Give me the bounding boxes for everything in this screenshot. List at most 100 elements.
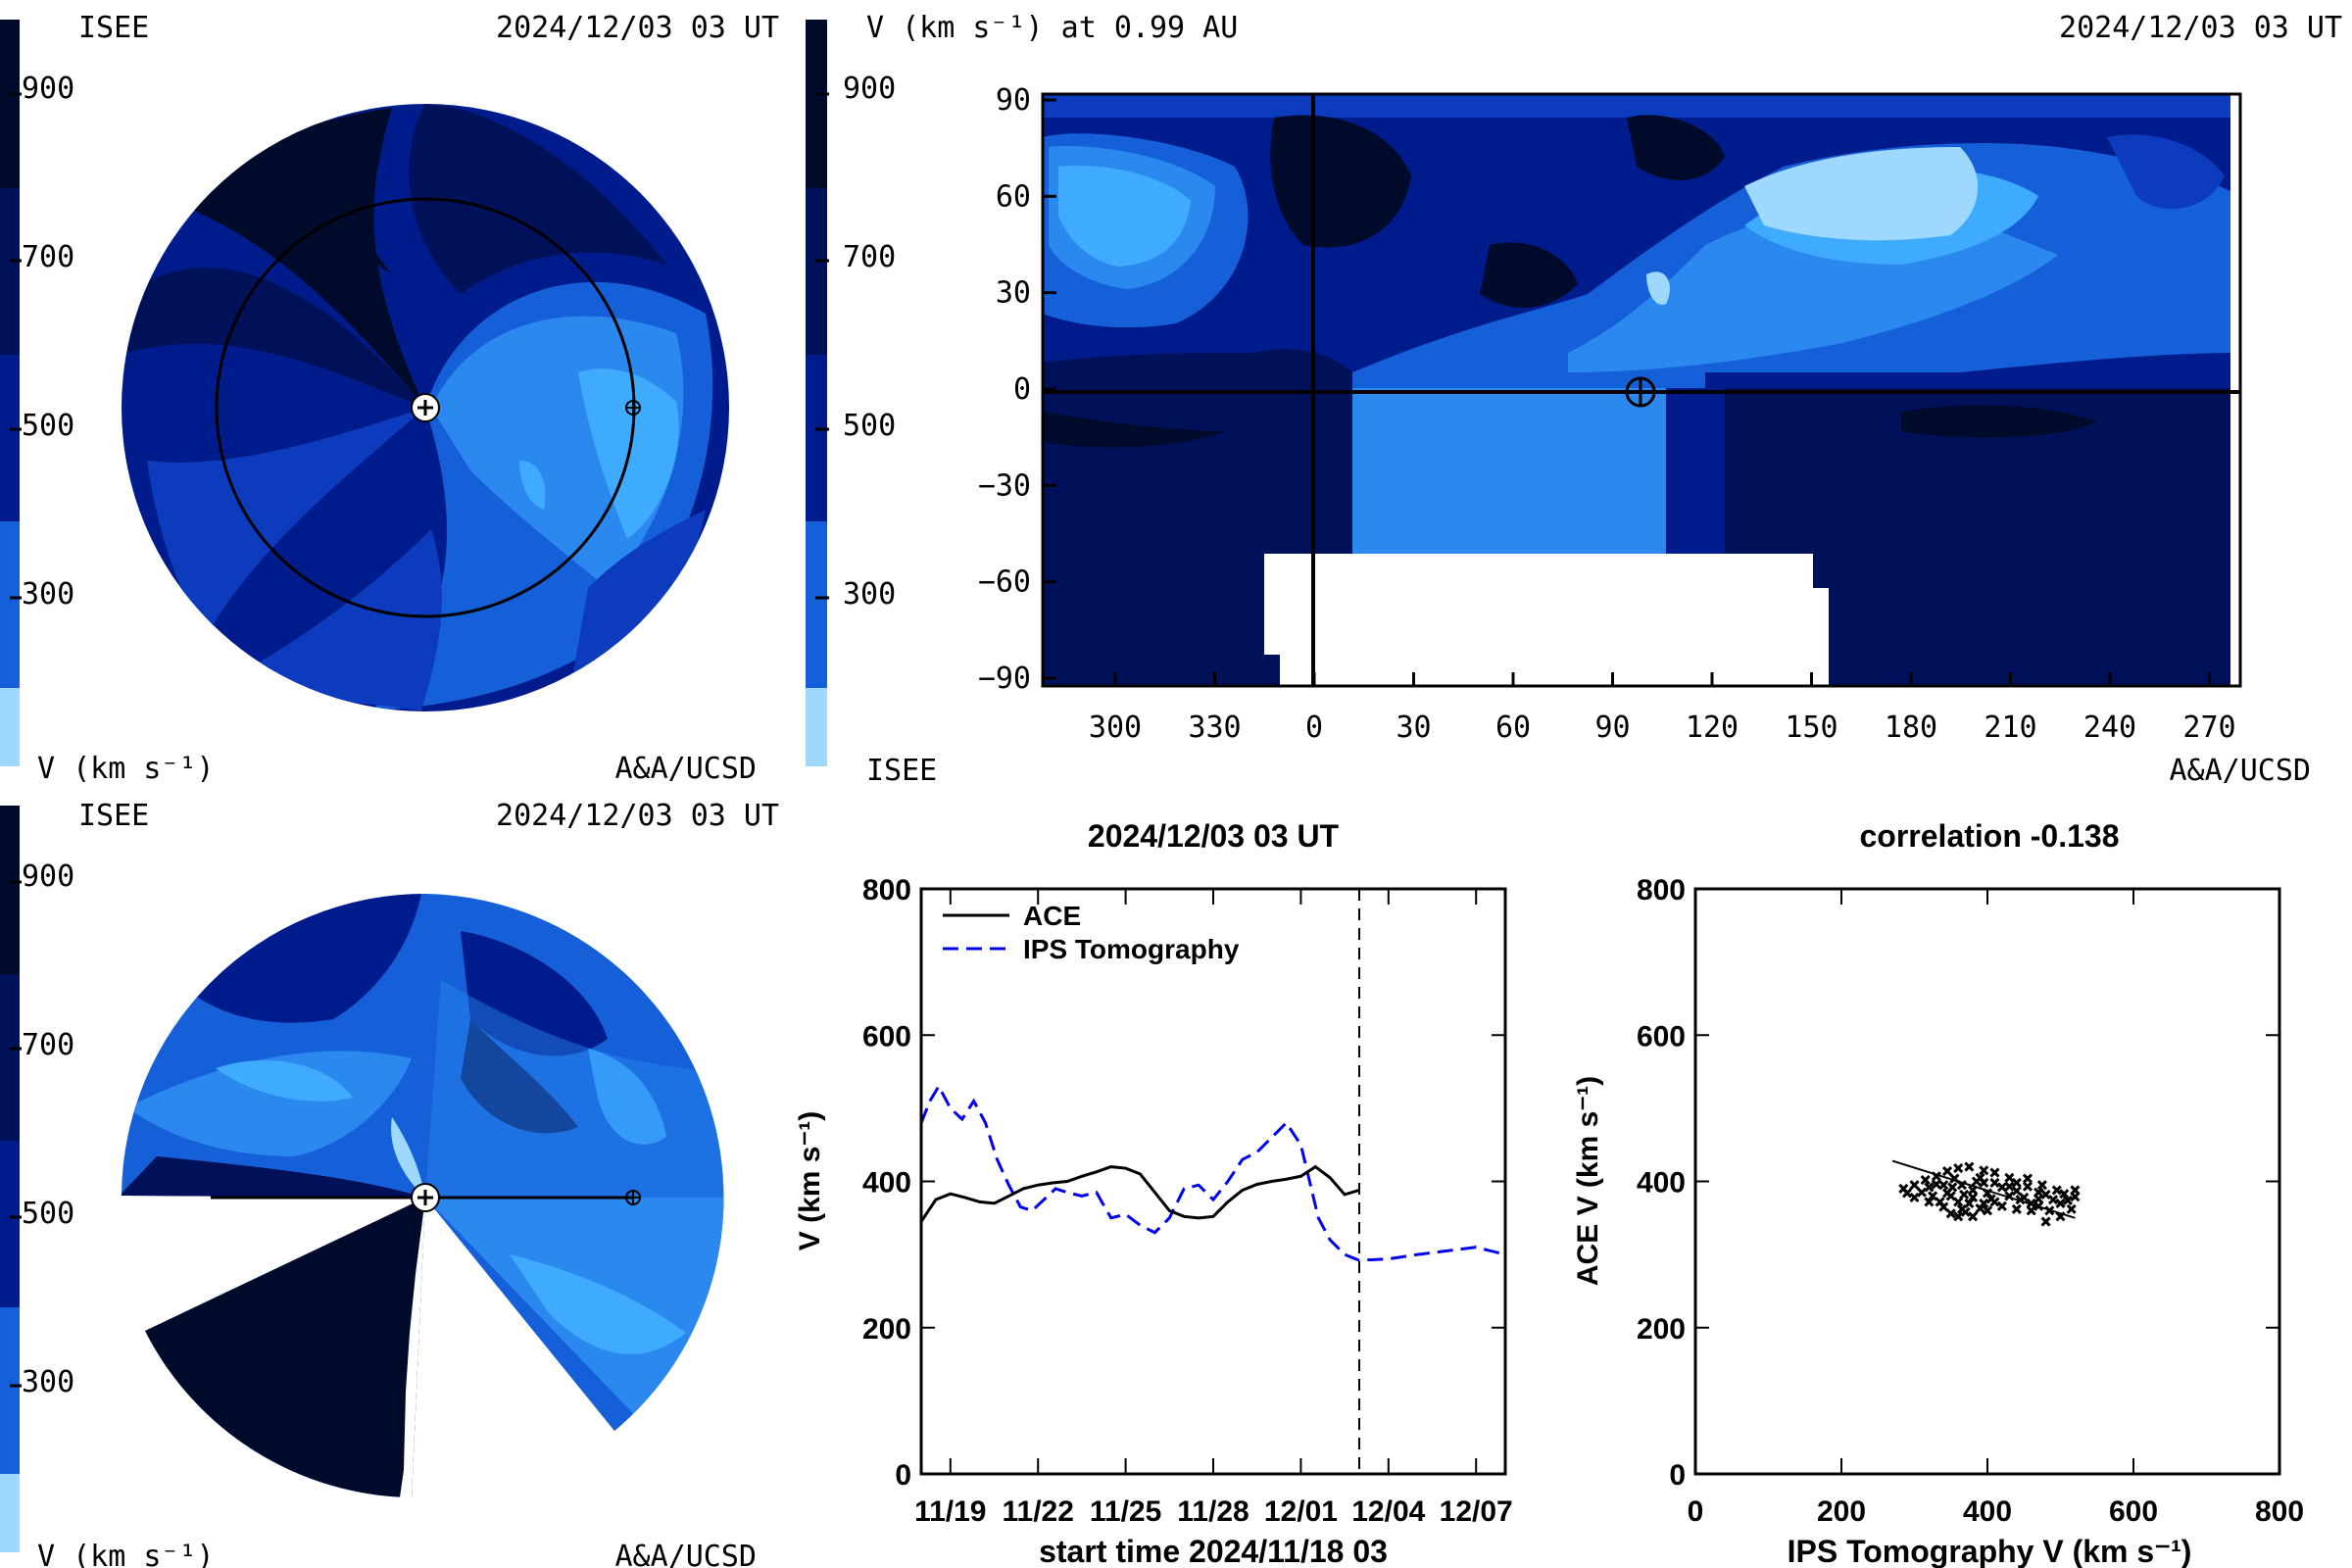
- colorbar-left-top: 900 700 500 300: [0, 20, 74, 766]
- scatter-x-axis: 0 200 400 600 800: [1688, 889, 2304, 1528]
- speed-map-ecliptic: [122, 104, 729, 711]
- map-xtick-label: 240: [2083, 710, 2136, 745]
- scatter-point: [2047, 1195, 2059, 1205]
- sc-ytick-label: 0: [1669, 1459, 1686, 1492]
- map-xtick-label: 90: [1594, 710, 1630, 745]
- scatter-point: [1989, 1197, 2000, 1207]
- scatter-point: [2059, 1189, 2070, 1200]
- map-ytick-label: 60: [996, 179, 1031, 214]
- map-credit: A&A/UCSD: [2170, 754, 2312, 788]
- panel-ecliptic-top: 900 700 500 300 ISEE 2024/12/03 03 UT V …: [0, 11, 779, 786]
- ts-ytick-label: 800: [862, 874, 911, 906]
- map-time: 2024/12/03 03 UT: [2059, 11, 2342, 45]
- scatter-point: [2011, 1177, 2022, 1189]
- ts-xtick-label: 11/25: [1090, 1495, 1161, 1528]
- sc-ytick-label: 800: [1637, 874, 1686, 906]
- panel-timeseries: 2024/12/03 03 UT 0 200 400 600 800 11/19 11/2…: [794, 818, 1513, 1568]
- scatter-point: [2040, 1189, 2051, 1200]
- map-xtick-label: 330: [1188, 710, 1241, 745]
- scatter-point: [1953, 1163, 1964, 1174]
- ts-x-axis: 11/19 11/22 11/25 11/28 12/01 12/04 12/07: [914, 889, 1513, 1528]
- scatter-point: [1920, 1174, 1931, 1186]
- ts-ytick-label: 400: [862, 1167, 911, 1200]
- cbar-tl-tick-500: 500: [22, 409, 74, 443]
- sc-ytick-label: 400: [1637, 1167, 1686, 1200]
- scatter-y-axis: 0 200 400 600 800: [1637, 874, 2279, 1492]
- scatter-point: [1979, 1165, 1989, 1176]
- ts-xtick-label: 11/19: [914, 1495, 986, 1528]
- scatter-point: [1975, 1203, 1985, 1214]
- scatter-point: [1964, 1198, 1975, 1208]
- ts-xtick-label: 12/07: [1440, 1495, 1513, 1528]
- scatter-point: [1960, 1206, 1971, 1217]
- scatter-point: [2022, 1181, 2034, 1192]
- colorbar-left-bottom: 900 700 500 300: [0, 806, 74, 1552]
- scatter-point: [2062, 1195, 2074, 1205]
- map-ytick-label: −30: [978, 468, 1031, 503]
- map-xtick-label: 270: [2182, 710, 2235, 745]
- ts-frame: [919, 887, 1507, 1476]
- scatter-point: [1947, 1182, 1958, 1193]
- panel-bl-org: ISEE: [78, 799, 149, 833]
- ts-xtick-label: 12/01: [1264, 1495, 1338, 1528]
- series-line-ace: [921, 1164, 1360, 1223]
- cbar-bl-tick-500: 500: [22, 1197, 74, 1231]
- scatter-point: [1898, 1183, 1909, 1195]
- scatter-point: [1924, 1182, 1935, 1193]
- scatter-point: [1996, 1182, 2007, 1193]
- scatter-point: [1924, 1197, 1935, 1207]
- scatter-point: [2036, 1180, 2047, 1191]
- ts-legend: ACE IPS Tomography: [943, 901, 1240, 964]
- map-ytick-label: 90: [996, 83, 1031, 118]
- scatter-point: [1968, 1192, 1979, 1202]
- legend-ace: ACE: [1023, 901, 1081, 931]
- map-xtick-label: 30: [1396, 710, 1431, 745]
- cbar-tl-tick-300: 300: [22, 577, 74, 612]
- scatter-point: [2004, 1181, 2015, 1192]
- scatter-point: [1928, 1191, 1938, 1201]
- map-ytick-label: −90: [978, 662, 1031, 696]
- map-xtick-label: 0: [1305, 710, 1323, 745]
- panel-bl-unit: V (km s⁻¹): [37, 1540, 215, 1568]
- cbar-bl-tick-700: 700: [22, 1028, 74, 1062]
- scatter-point: [2011, 1203, 2022, 1214]
- ts-xtick-label: 11/22: [1002, 1495, 1073, 1528]
- scatter-point: [1909, 1180, 1920, 1191]
- scatter-point: [1979, 1177, 1989, 1189]
- cbar-map-tick-700: 700: [843, 240, 896, 274]
- ts-ytick-label: 0: [895, 1459, 911, 1492]
- ts-y-axis: 0 200 400 600 800: [862, 874, 1505, 1492]
- scatter-title: correlation -0.138: [1860, 818, 2120, 854]
- scatter-point: [1945, 1208, 1956, 1219]
- scatter-points: [1898, 1161, 2081, 1227]
- scatter-point: [2070, 1185, 2081, 1196]
- scatter-point: [1931, 1179, 1941, 1190]
- scatter-point: [1916, 1187, 1928, 1198]
- scatter-point: [1909, 1192, 1920, 1202]
- map-xtick-label: 120: [1686, 710, 1739, 745]
- sc-xtick-label: 400: [1963, 1495, 2012, 1528]
- scatter-point: [1968, 1211, 1979, 1222]
- scatter-point: [1953, 1211, 1964, 1222]
- scatter-frame: [1693, 887, 2281, 1476]
- scatter-point: [2055, 1198, 2066, 1208]
- map-ytick-label: 0: [1013, 372, 1031, 407]
- scatter-ylabel: ACE V (km s⁻¹): [1572, 1076, 1604, 1286]
- cbar-bl-tick-300: 300: [22, 1365, 74, 1399]
- scatter-point: [2004, 1172, 2015, 1183]
- cbar-map-tick-300: 300: [843, 577, 896, 612]
- scatter-point: [2040, 1216, 2051, 1227]
- sc-xtick-label: 600: [2109, 1495, 2158, 1528]
- series-line-ips-tomography: [921, 1083, 1505, 1262]
- ts-title: 2024/12/03 03 UT: [1088, 818, 1340, 854]
- scatter-point: [1982, 1205, 1993, 1216]
- scatter-point: [1989, 1177, 2000, 1189]
- ts-xtick-label: 12/04: [1351, 1495, 1425, 1528]
- panel-tl-org: ISEE: [78, 11, 149, 45]
- map-xtick-label: 210: [1984, 710, 2036, 745]
- scatter-point: [2051, 1185, 2062, 1196]
- ts-ytick-label: 600: [862, 1020, 911, 1053]
- panel-tl-time: 2024/12/03 03 UT: [496, 11, 779, 45]
- sc-xtick-label: 800: [2255, 1495, 2304, 1528]
